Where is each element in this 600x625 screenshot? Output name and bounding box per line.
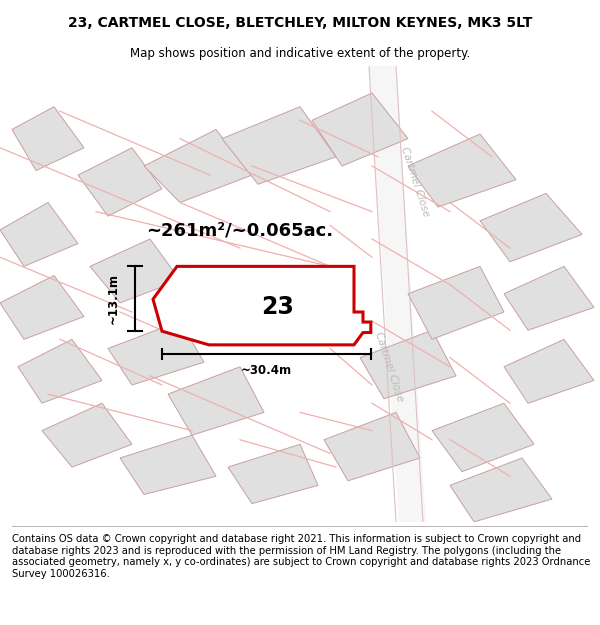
Text: Contains OS data © Crown copyright and database right 2021. This information is : Contains OS data © Crown copyright and d… [12, 534, 590, 579]
Text: ~261m²/~0.065ac.: ~261m²/~0.065ac. [146, 222, 334, 240]
Polygon shape [504, 339, 594, 403]
Polygon shape [90, 239, 180, 303]
Polygon shape [144, 129, 252, 202]
Polygon shape [0, 276, 84, 339]
Polygon shape [78, 148, 162, 216]
Polygon shape [12, 107, 84, 171]
Polygon shape [408, 134, 516, 207]
Polygon shape [18, 339, 102, 403]
Polygon shape [450, 458, 552, 522]
Text: Map shows position and indicative extent of the property.: Map shows position and indicative extent… [130, 47, 470, 60]
Polygon shape [120, 435, 216, 494]
Polygon shape [324, 412, 420, 481]
Polygon shape [504, 266, 594, 330]
Text: 23, CARTMEL CLOSE, BLETCHLEY, MILTON KEYNES, MK3 5LT: 23, CARTMEL CLOSE, BLETCHLEY, MILTON KEY… [68, 16, 532, 29]
Text: Cartmel Close: Cartmel Close [399, 146, 431, 218]
Polygon shape [108, 321, 204, 385]
Polygon shape [0, 202, 78, 266]
Polygon shape [42, 403, 132, 467]
Text: ~13.1m: ~13.1m [107, 273, 120, 324]
Polygon shape [168, 367, 264, 435]
Text: Cartmel Close: Cartmel Close [373, 331, 405, 403]
Polygon shape [432, 403, 534, 472]
Polygon shape [153, 266, 371, 345]
Polygon shape [228, 444, 318, 504]
Polygon shape [222, 107, 336, 184]
Text: ~30.4m: ~30.4m [241, 364, 292, 377]
Polygon shape [369, 66, 426, 522]
Polygon shape [408, 266, 504, 339]
Polygon shape [360, 330, 456, 399]
Text: 23: 23 [262, 295, 295, 319]
Polygon shape [312, 93, 408, 166]
Polygon shape [480, 193, 582, 262]
